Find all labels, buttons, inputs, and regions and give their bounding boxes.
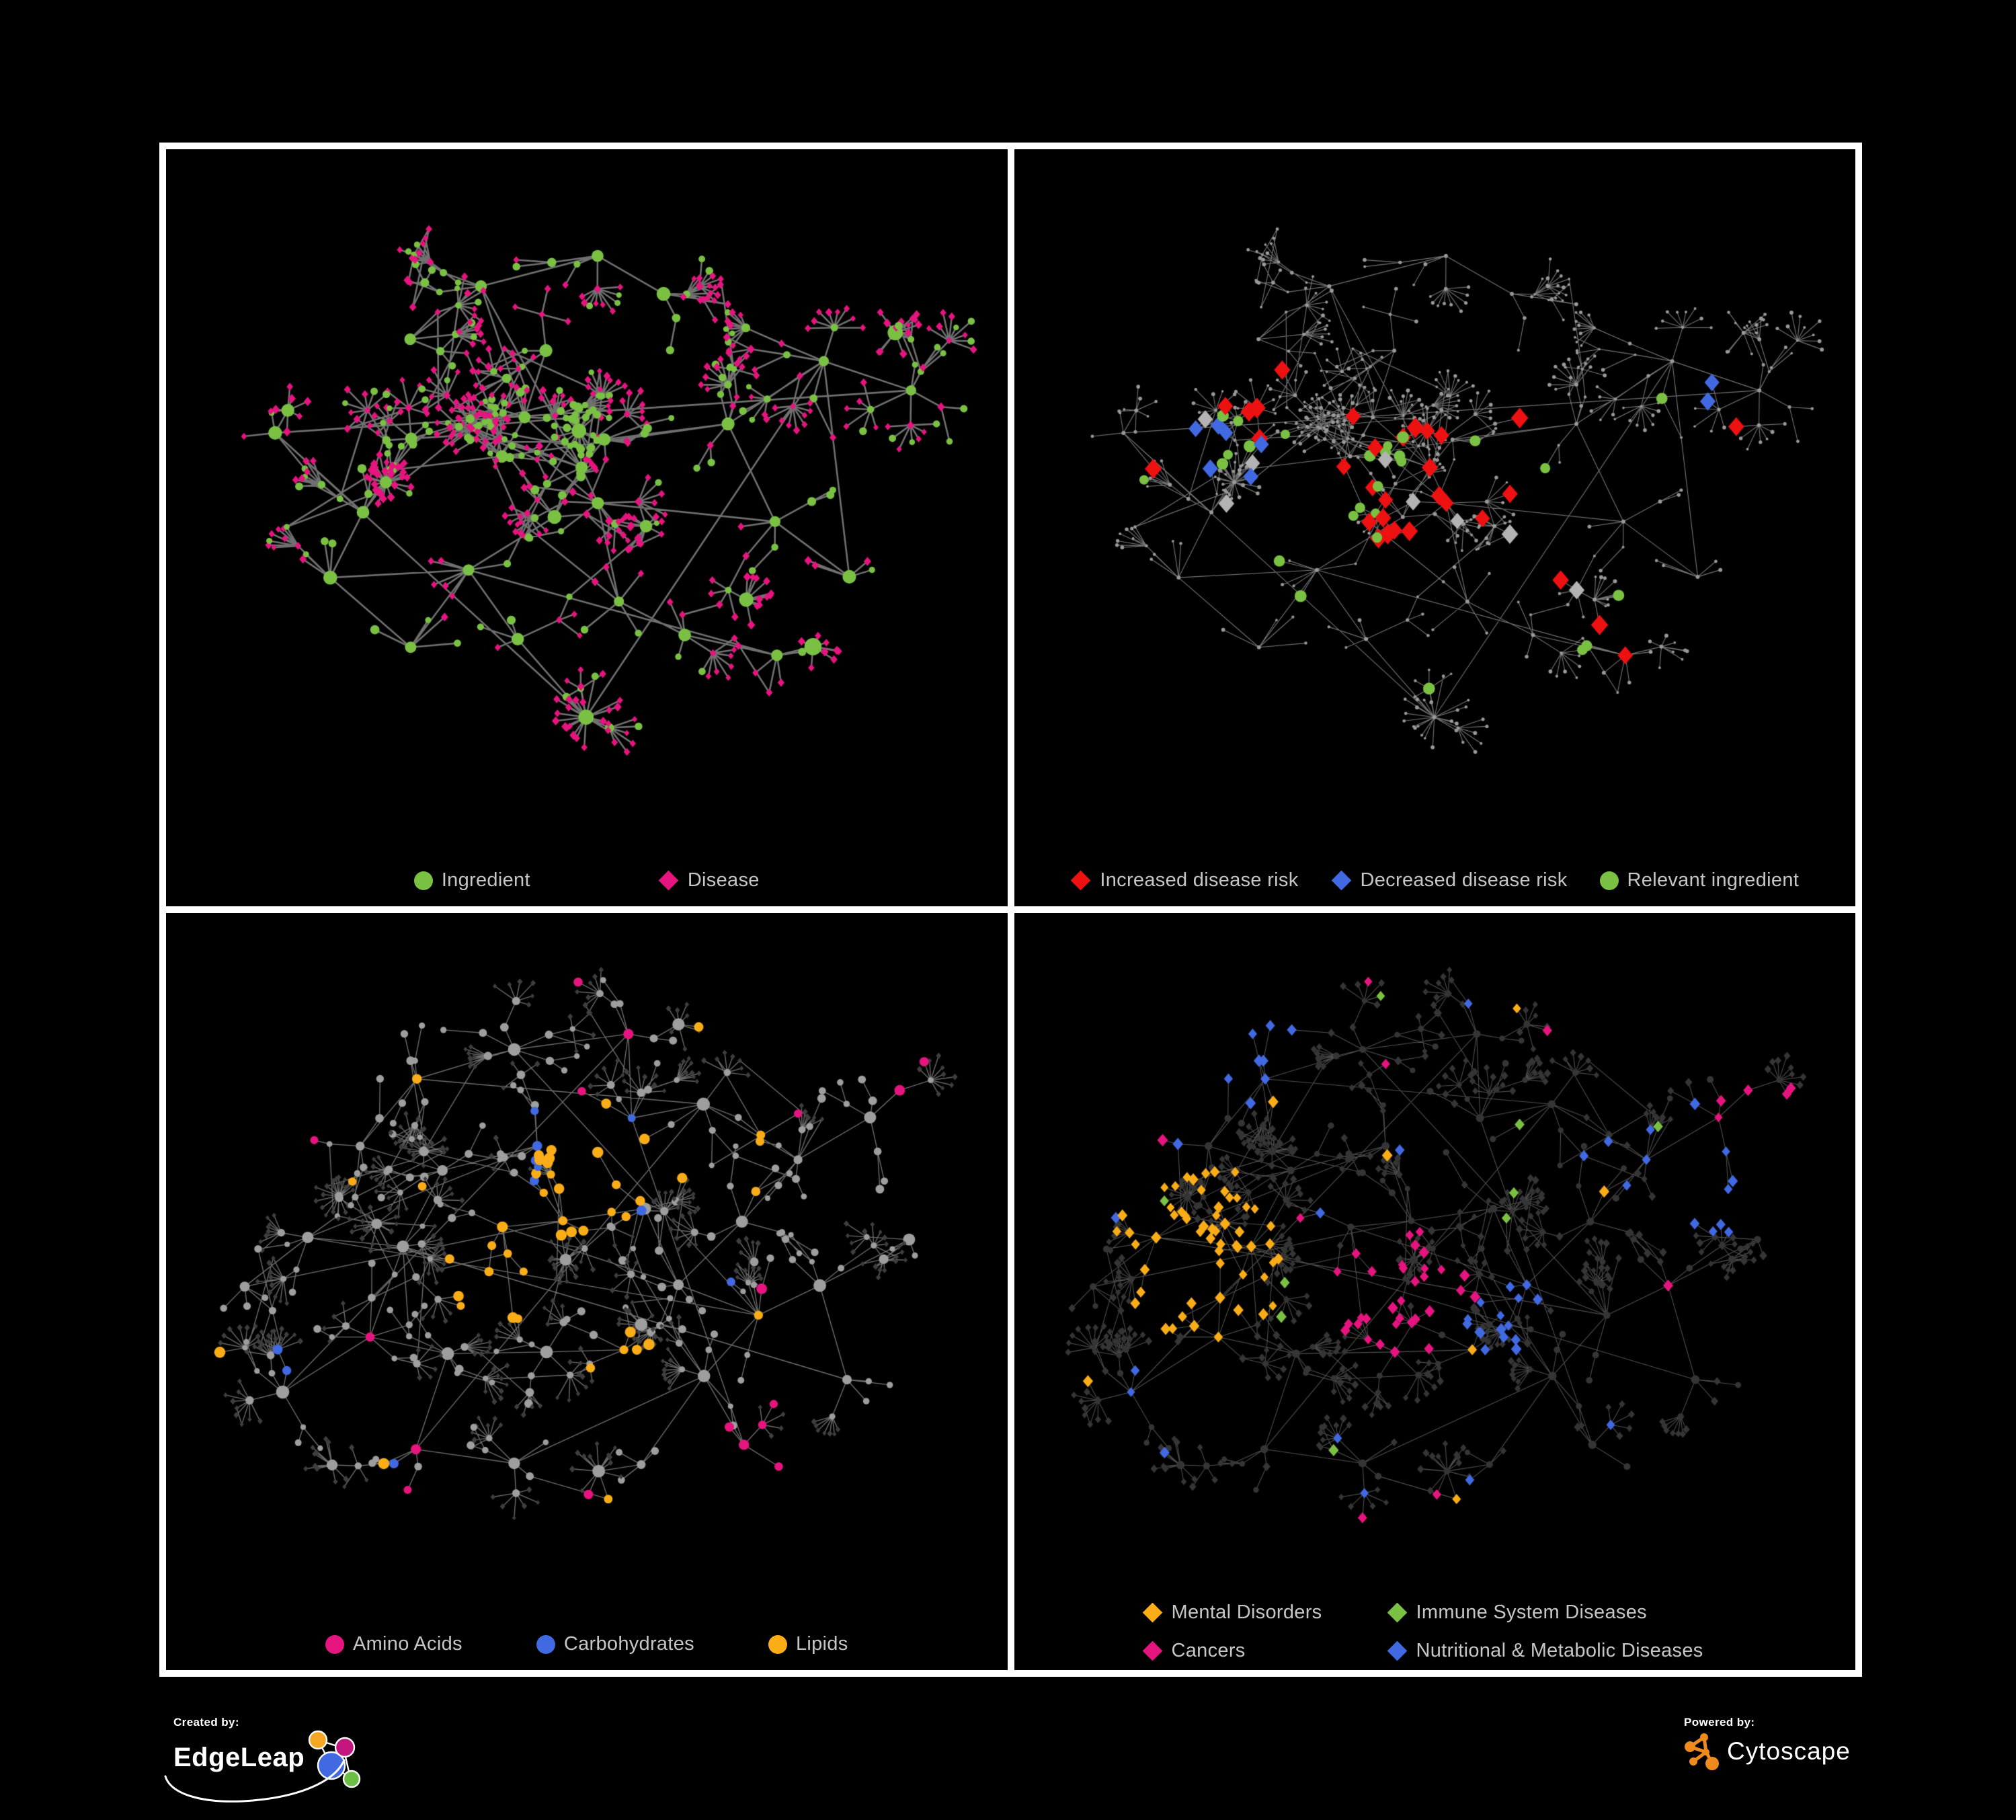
legend-label: Immune System Diseases: [1416, 1601, 1647, 1623]
edgeleap-glyph-green-node: [342, 1770, 361, 1788]
legend-marker-circle: [536, 1634, 555, 1654]
legend-label: Amino Acids: [352, 1633, 462, 1655]
legend-marker-circle: [768, 1634, 787, 1654]
legend-item-immune-system-diseases: Immune System Diseases: [1387, 1601, 1703, 1624]
legend-label: Carbohydrates: [563, 1633, 694, 1655]
panel-disease-category-network: Mental Disorders Immune System Diseases Ca…: [1014, 913, 1855, 1670]
network-graph-canvas: [166, 149, 1008, 906]
legend-label: Increased disease risk: [1100, 869, 1299, 891]
legend-item-carbohydrates: Carbohydrates: [536, 1633, 694, 1655]
legend-label: Relevant ingredient: [1627, 869, 1800, 891]
network-graph-canvas: [1014, 149, 1855, 906]
panel-legend: Amino Acids Carbohydrates Lipids: [166, 1633, 1008, 1655]
cytoscape-icon: [1685, 1733, 1719, 1770]
cytoscape-logo: Cytoscape: [1684, 1732, 1851, 1771]
legend-label: Ingredient: [441, 869, 530, 891]
panel-ingredient-disease-network: Ingredient Disease: [166, 149, 1008, 906]
legend-label: Decreased disease risk: [1360, 869, 1568, 891]
edgeleap-network-glyph: [308, 1730, 361, 1788]
legend-label: Disease: [687, 869, 760, 891]
powered-by-block: Powered by: Cytoscape: [1684, 1716, 1851, 1771]
created-by-block: Created by: EdgeLeap: [164, 1716, 389, 1817]
legend-item-relevant-ingredient: Relevant ingredient: [1599, 869, 1800, 892]
edgeleap-logo: EdgeLeap: [164, 1730, 389, 1803]
legend-marker-diamond: [1387, 1602, 1407, 1623]
edgeleap-wordmark: EdgeLeap: [173, 1743, 305, 1772]
powered-by-label: Powered by:: [1684, 1716, 1755, 1729]
legend-item-ingredient: Ingredient: [413, 869, 530, 892]
network-graph-canvas: [1014, 913, 1855, 1670]
legend-item-disease: Disease: [658, 869, 760, 892]
cytoscape-icon-nodes: [1685, 1733, 1719, 1770]
legend-marker-diamond: [1071, 870, 1091, 891]
legend-item-amino-acids: Amino Acids: [325, 1633, 462, 1655]
legend-marker-diamond: [1387, 1640, 1407, 1661]
legend-marker-diamond: [1142, 1602, 1162, 1623]
panel-nutrient-class-network: Amino Acids Carbohydrates Lipids: [166, 913, 1008, 1670]
network-graph-canvas: [166, 913, 1008, 1670]
network-figure-frame: Ingredient Disease Increased disease risk…: [159, 143, 1862, 1677]
legend-marker-circle: [1599, 871, 1619, 890]
legend-item-increased-disease-risk: Increased disease risk: [1070, 869, 1298, 892]
legend-item-mental-disorders: Mental Disorders: [1142, 1601, 1387, 1624]
legend-marker-diamond: [1142, 1640, 1162, 1661]
legend-label: Lipids: [795, 1633, 848, 1655]
legend-item-lipids: Lipids: [768, 1633, 848, 1655]
legend-marker-circle: [325, 1634, 344, 1654]
legend-label: Mental Disorders: [1171, 1601, 1322, 1623]
cytoscape-wordmark: Cytoscape: [1727, 1737, 1851, 1765]
panel-disease-risk-network: Increased disease risk Decreased disease …: [1014, 149, 1856, 906]
legend-item-cancers: Cancers: [1142, 1640, 1387, 1662]
legend-label: Cancers: [1171, 1640, 1246, 1661]
edgeleap-glyph-magenta-node: [334, 1737, 356, 1758]
edgeleap-glyph-orange-node: [308, 1730, 328, 1750]
legend-marker-diamond: [1331, 870, 1351, 891]
legend-item-nutritional-metabolic-diseases: Nutritional & Metabolic Diseases: [1387, 1640, 1703, 1662]
panel-legend: Ingredient Disease: [166, 869, 1008, 892]
legend-marker-circle: [413, 871, 433, 890]
panel-legend: Mental Disorders Immune System Diseases Ca…: [1142, 1601, 1703, 1662]
created-by-label: Created by:: [173, 1716, 239, 1729]
legend-label: Nutritional & Metabolic Diseases: [1416, 1640, 1703, 1661]
panel-legend: Increased disease risk Decreased disease …: [1014, 869, 1856, 892]
legend-marker-diamond: [658, 870, 679, 891]
legend-item-decreased-disease-risk: Decreased disease risk: [1331, 869, 1568, 892]
